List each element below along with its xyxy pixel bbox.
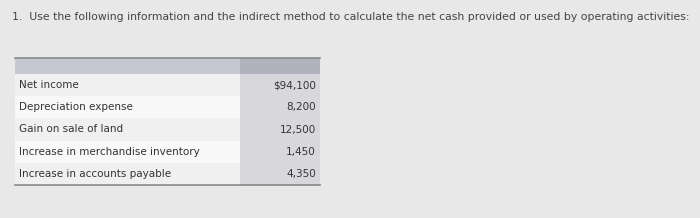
Bar xyxy=(240,163,320,185)
Bar xyxy=(240,141,320,163)
Text: 4,350: 4,350 xyxy=(286,169,316,179)
Bar xyxy=(240,74,320,96)
Text: 1.  Use the following information and the indirect method to calculate the net c: 1. Use the following information and the… xyxy=(12,12,690,22)
Text: 12,500: 12,500 xyxy=(280,124,316,135)
Bar xyxy=(240,96,320,118)
Bar xyxy=(15,141,240,163)
Text: Depreciation expense: Depreciation expense xyxy=(19,102,133,112)
Text: Gain on sale of land: Gain on sale of land xyxy=(19,124,123,135)
Text: $94,100: $94,100 xyxy=(273,80,316,90)
Text: Net income: Net income xyxy=(19,80,78,90)
Bar xyxy=(240,118,320,141)
Text: Increase in merchandise inventory: Increase in merchandise inventory xyxy=(19,147,199,157)
Text: Increase in accounts payable: Increase in accounts payable xyxy=(19,169,171,179)
Bar xyxy=(15,118,240,141)
Bar xyxy=(15,74,240,96)
Bar xyxy=(15,96,240,118)
Text: 1,450: 1,450 xyxy=(286,147,316,157)
Text: 8,200: 8,200 xyxy=(286,102,316,112)
Bar xyxy=(15,58,320,74)
Bar xyxy=(15,163,240,185)
Bar xyxy=(240,58,320,74)
